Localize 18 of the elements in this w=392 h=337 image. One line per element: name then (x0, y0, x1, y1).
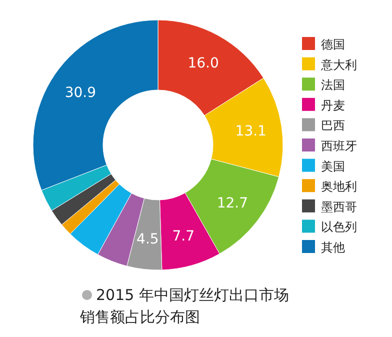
legend-label: 法国 (321, 78, 345, 92)
legend-label: 美国 (321, 159, 345, 174)
data-label: 12.7 (216, 195, 248, 212)
legend-label: 巴西 (321, 118, 345, 133)
data-label: 16.0 (188, 56, 219, 72)
legend-label: 以色列 (321, 220, 357, 234)
legend-label: 其他 (321, 240, 345, 254)
data-label: 13.1 (235, 124, 266, 140)
legend-label: 意大利 (320, 58, 357, 72)
data-label: 30.9 (64, 84, 96, 101)
data-label: 7.7 (172, 228, 195, 245)
legend-label: 德国 (321, 38, 345, 52)
data-label: 4.5 (136, 231, 159, 248)
legend-label: 西班牙 (321, 139, 357, 153)
text: 2015 年中国灯丝灯出口市场销售额占比分布图 (80, 285, 290, 328)
legend-label: 墨西哥 (321, 200, 357, 214)
legend-label: 奥地利 (321, 180, 357, 194)
legend-label: 丹麦 (321, 98, 345, 112)
